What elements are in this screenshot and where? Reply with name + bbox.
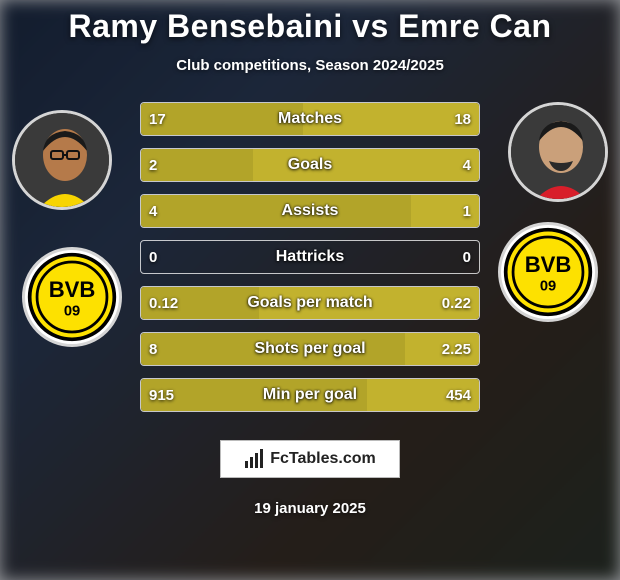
page-subtitle: Club competitions, Season 2024/2025 — [0, 57, 620, 74]
stat-value-right: 0 — [455, 241, 479, 273]
stat-value-right: 0.22 — [434, 287, 479, 319]
page-title: Ramy Bensebaini vs Emre Can — [0, 8, 620, 45]
chart-icon — [244, 449, 264, 469]
svg-text:09: 09 — [64, 303, 80, 319]
stat-value-left: 17 — [141, 103, 174, 135]
player-right-portrait-icon — [511, 105, 608, 202]
stat-row: Goals24 — [140, 148, 480, 182]
stat-bars: Matches1718Goals24Assists41Hattricks00Go… — [140, 102, 480, 424]
bvb-logo-icon: BVB 09 — [26, 251, 118, 343]
stat-row: Shots per goal82.25 — [140, 332, 480, 366]
stat-label: Hattricks — [141, 241, 479, 273]
player-left-avatar — [12, 110, 112, 210]
stat-value-right: 2.25 — [434, 333, 479, 365]
stat-bar-left — [141, 195, 411, 227]
svg-text:BVB: BVB — [525, 252, 572, 277]
player-right-avatar — [508, 102, 608, 202]
stat-value-right: 454 — [438, 379, 479, 411]
player-left-portrait-icon — [15, 113, 112, 210]
stat-bar-left — [141, 333, 405, 365]
stat-row: Hattricks0 0 — [140, 240, 480, 274]
bvb-logo-icon: BVB 09 — [502, 226, 594, 318]
stat-value-left: 4 — [141, 195, 165, 227]
stat-row: Assists41 — [140, 194, 480, 228]
stat-row: Goals per match0.120.22 — [140, 286, 480, 320]
club-right-logo: BVB 09 — [498, 222, 598, 322]
stat-bar-right — [253, 149, 479, 181]
stat-value-right: 4 — [455, 149, 479, 181]
stat-value-left: 0.12 — [141, 287, 186, 319]
footer-date: 19 january 2025 — [0, 500, 620, 517]
stat-value-right: 18 — [446, 103, 479, 135]
svg-text:09: 09 — [540, 278, 556, 294]
stat-row: Min per goal915454 — [140, 378, 480, 412]
comparison-card: Ramy Bensebaini vs Emre Can Club competi… — [0, 0, 620, 580]
stat-row: Matches1718 — [140, 102, 480, 136]
brand-badge[interactable]: FcTables.com — [220, 440, 400, 478]
stat-value-left: 0 — [141, 241, 165, 273]
stat-value-left: 8 — [141, 333, 165, 365]
brand-text: FcTables.com — [270, 450, 376, 468]
stat-value-left: 915 — [141, 379, 182, 411]
stat-value-right: 1 — [455, 195, 479, 227]
svg-text:BVB: BVB — [49, 277, 96, 302]
stat-value-left: 2 — [141, 149, 165, 181]
club-left-logo: BVB 09 — [22, 247, 122, 347]
